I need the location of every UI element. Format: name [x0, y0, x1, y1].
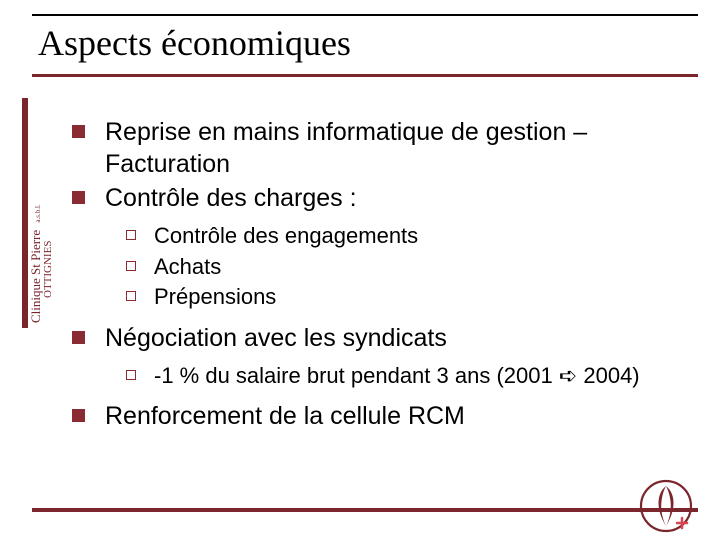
- title-rule-bottom: [32, 74, 698, 77]
- square-bullet-icon: [72, 409, 85, 422]
- sub-list-item: -1 % du salaire brut pendant 3 ans (2001…: [126, 362, 690, 391]
- content-area: Reprise en mains informatique de gestion…: [72, 116, 690, 434]
- list-item: Négociation avec les syndicats: [72, 322, 690, 354]
- svg-text:Clinique St Pierre a: Clinique St Pierre a.s.b.l.: [28, 204, 43, 323]
- slide: Aspects économiques Clinique St Pierre a…: [0, 0, 720, 540]
- title-rule-top: [32, 14, 698, 16]
- sub-list-item-text: Contrôle des engagements: [154, 222, 690, 251]
- slide-title: Aspects économiques: [38, 22, 351, 64]
- hollow-square-bullet-icon: [126, 261, 136, 271]
- sub-list-item-text: Prépensions: [154, 283, 690, 312]
- sub-list: -1 % du salaire brut pendant 3 ans (2001…: [126, 362, 690, 391]
- square-bullet-icon: [72, 125, 85, 138]
- list-item: Contrôle des charges :: [72, 182, 690, 214]
- list-item-text: Renforcement de la cellule RCM: [105, 400, 690, 432]
- list-item: Renforcement de la cellule RCM: [72, 400, 690, 432]
- sub-list-item: Achats: [126, 253, 690, 282]
- hollow-square-bullet-icon: [126, 370, 136, 380]
- hollow-square-bullet-icon: [126, 230, 136, 240]
- footer-rule: [32, 508, 698, 512]
- list-item-text: Reprise en mains informatique de gestion…: [105, 116, 690, 180]
- sidebar-line2: OTTIGNIES: [42, 241, 52, 298]
- square-bullet-icon: [72, 331, 85, 344]
- sub-list-item: Contrôle des engagements: [126, 222, 690, 251]
- list-item-text: Contrôle des charges :: [105, 182, 690, 214]
- list-item: Reprise en mains informatique de gestion…: [72, 116, 690, 180]
- sidebar-line1: Clinique St Pierre: [28, 230, 43, 323]
- footer-logo-icon: [638, 478, 694, 534]
- sub-list-item: Prépensions: [126, 283, 690, 312]
- sub-list: Contrôle des engagements Achats Prépensi…: [126, 222, 690, 312]
- sub-list-item-text: -1 % du salaire brut pendant 3 ans (2001…: [154, 362, 690, 391]
- sub-list-item-text: Achats: [154, 253, 690, 282]
- sidebar-line1-small: a.s.b.l.: [34, 204, 42, 223]
- sidebar-logo-text: Clinique St Pierre a.s.b.l. OTTIGNIES: [22, 98, 52, 328]
- hollow-square-bullet-icon: [126, 291, 136, 301]
- list-item-text: Négociation avec les syndicats: [105, 322, 690, 354]
- square-bullet-icon: [72, 191, 85, 204]
